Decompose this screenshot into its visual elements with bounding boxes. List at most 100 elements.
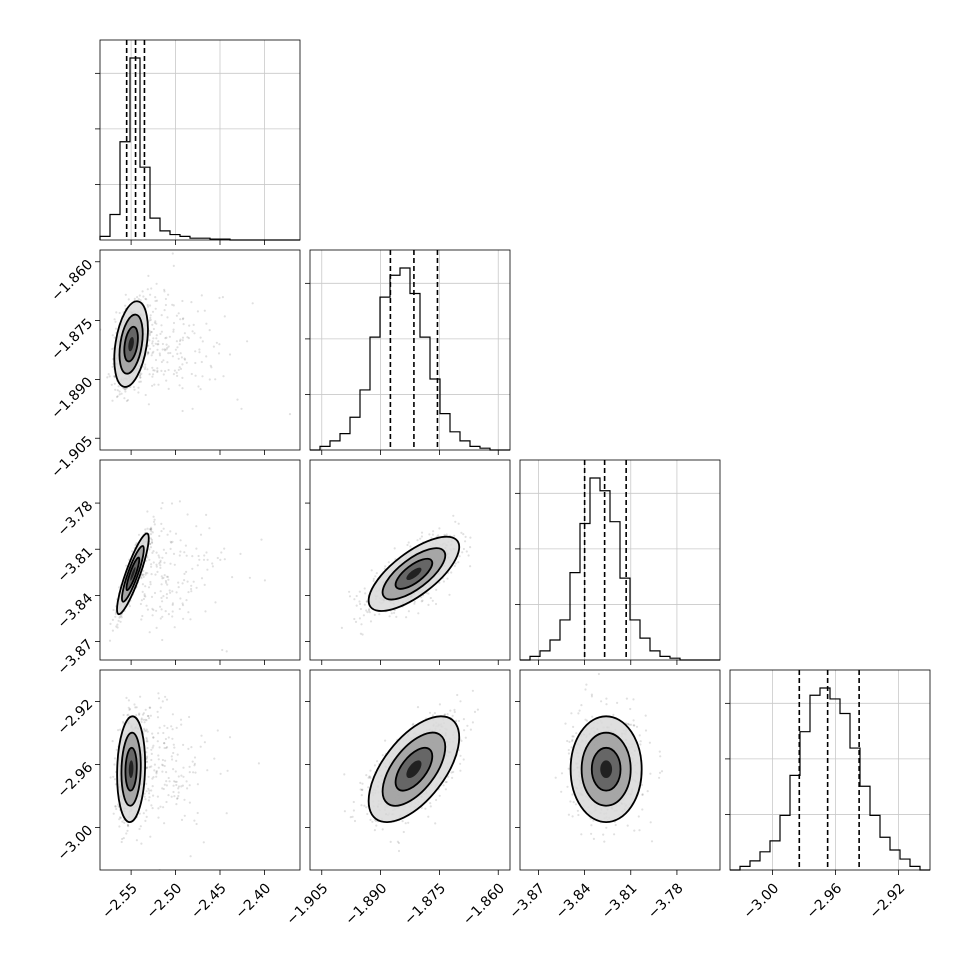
- sample-point: [113, 375, 116, 378]
- sample-point: [202, 558, 206, 561]
- sample-point: [149, 527, 152, 531]
- sample-point: [208, 378, 211, 381]
- sample-point: [219, 558, 222, 562]
- sample-point: [162, 373, 165, 376]
- sample-point: [124, 304, 127, 307]
- sample-point: [170, 502, 174, 505]
- sample-point: [260, 538, 263, 541]
- contour-2: [123, 325, 139, 363]
- sample-point: [352, 809, 355, 812]
- contour-1: [381, 547, 447, 601]
- sample-point: [188, 765, 191, 768]
- sample-point: [167, 613, 170, 616]
- sample-point: [363, 587, 366, 590]
- sample-point: [461, 551, 464, 554]
- sample-point: [187, 611, 190, 614]
- sample-point: [143, 593, 146, 596]
- sample-point: [467, 554, 470, 557]
- sample-point: [164, 759, 167, 762]
- sample-point: [364, 592, 367, 595]
- sample-point: [384, 739, 387, 742]
- sample-point: [155, 772, 158, 775]
- sample-point: [365, 609, 368, 612]
- sample-point: [211, 562, 214, 565]
- sample-point: [166, 575, 170, 579]
- sample-point: [155, 551, 158, 554]
- sample-point: [343, 810, 346, 813]
- sample-point: [373, 829, 376, 832]
- sample-point: [205, 513, 208, 517]
- sample-point: [435, 588, 438, 592]
- sample-point: [197, 385, 200, 388]
- panel-frame: [99, 39, 301, 241]
- sample-point: [144, 573, 147, 576]
- sample-point: [167, 293, 170, 296]
- sample-point: [155, 337, 158, 340]
- sample-point: [160, 507, 163, 510]
- sample-point: [172, 790, 175, 794]
- sample-point: [196, 564, 199, 567]
- sample-point: [128, 605, 131, 608]
- sample-point: [199, 388, 202, 391]
- sample-point: [184, 544, 187, 547]
- sample-point: [359, 602, 362, 606]
- sample-point: [137, 386, 140, 389]
- sample-point: [176, 374, 179, 377]
- sample-point: [469, 546, 472, 549]
- sample-point: [156, 740, 159, 743]
- sample-point: [168, 335, 171, 338]
- sample-point: [152, 344, 155, 347]
- sample-point: [471, 721, 474, 724]
- sample-point: [163, 764, 166, 768]
- sample-point: [150, 765, 153, 768]
- sample-point: [136, 296, 139, 299]
- sample-point: [151, 785, 154, 788]
- sample-point: [161, 577, 164, 580]
- sample-point: [134, 706, 137, 709]
- sample-point: [145, 756, 148, 759]
- sample-point: [137, 533, 141, 536]
- sample-point: [635, 725, 639, 728]
- density-panel-2-1: [305, 459, 511, 665]
- sample-point: [178, 339, 182, 343]
- sample-point: [369, 769, 372, 772]
- sample-point: [363, 804, 366, 807]
- sample-point: [372, 577, 375, 581]
- sample-point: [361, 788, 364, 791]
- sample-point: [162, 787, 165, 791]
- sample-point: [186, 787, 189, 790]
- sample-point: [193, 819, 196, 822]
- sample-point: [181, 318, 184, 321]
- sample-point: [166, 316, 169, 319]
- sample-point: [580, 833, 583, 836]
- sample-point: [119, 615, 122, 618]
- sample-point: [171, 728, 174, 731]
- sample-point: [146, 353, 149, 356]
- sample-point: [452, 514, 455, 517]
- sample-point: [140, 577, 143, 580]
- sample-point: [151, 342, 154, 345]
- sample-point: [460, 739, 463, 743]
- sample-point: [151, 607, 154, 611]
- sample-point: [644, 714, 647, 717]
- sample-point: [180, 356, 183, 359]
- sample-point: [112, 775, 115, 778]
- sample-point: [173, 626, 176, 629]
- sample-point: [454, 562, 457, 565]
- sample-point: [362, 614, 365, 617]
- sample-point: [214, 378, 217, 381]
- sample-point: [159, 605, 162, 608]
- sample-point: [164, 579, 167, 583]
- sample-point: [194, 361, 197, 365]
- sample-point: [181, 339, 184, 342]
- sample-point: [116, 389, 119, 392]
- sample-point: [165, 575, 168, 578]
- sample-point: [157, 766, 160, 769]
- contour-1: [381, 731, 447, 807]
- sample-point: [123, 388, 126, 391]
- sample-point: [181, 604, 185, 607]
- sample-point: [353, 819, 357, 823]
- sample-point: [172, 552, 176, 556]
- sample-point: [148, 796, 151, 799]
- sample-point: [171, 615, 174, 618]
